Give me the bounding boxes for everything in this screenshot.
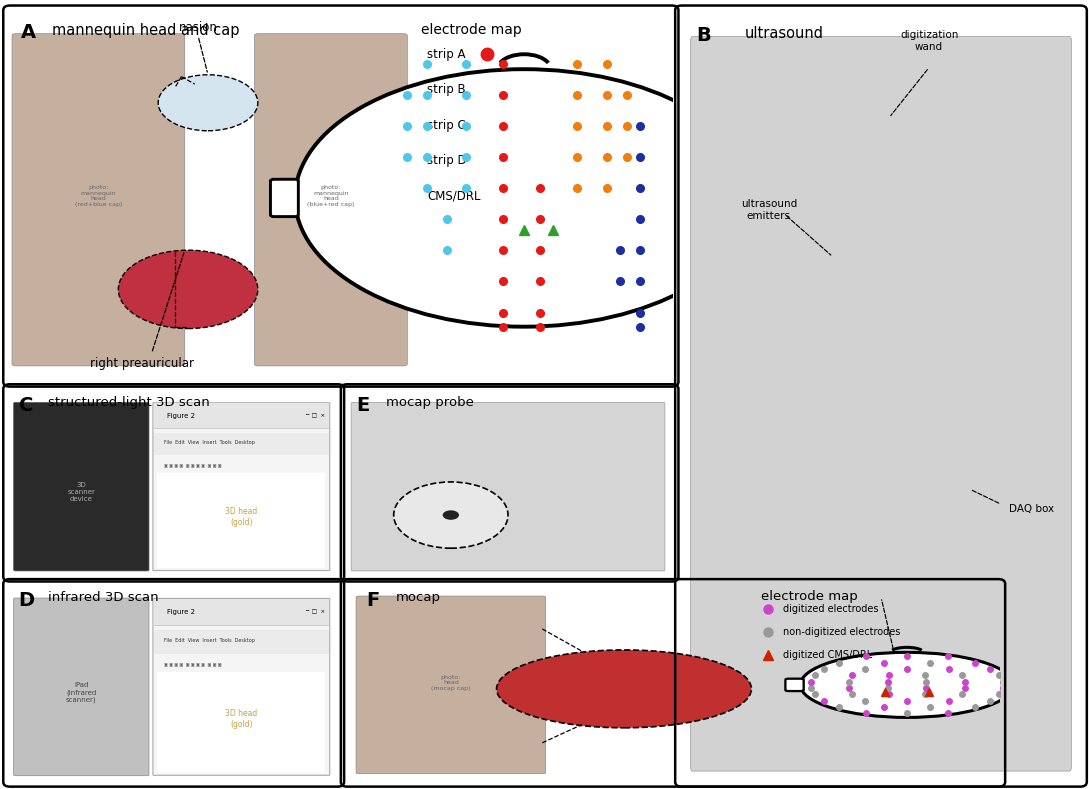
Text: non-digitized electrodes: non-digitized electrodes [783, 627, 901, 637]
Text: File  Edit  View  Insert  Tools  Desktop: File Edit View Insert Tools Desktop [163, 638, 255, 643]
Text: receiver module: receiver module [858, 697, 943, 708]
Text: photo:
mannequin
head
(red+blue cap): photo: mannequin head (red+blue cap) [75, 185, 122, 208]
Text: ▣ ▣ ▣ ▣  ▣ ▣ ▣ ▣  ▣ ▣ ▣: ▣ ▣ ▣ ▣ ▣ ▣ ▣ ▣ ▣ ▣ ▣ [163, 664, 221, 667]
Text: infrared 3D scan: infrared 3D scan [48, 591, 159, 604]
Text: ─  □  ×: ─ □ × [305, 413, 326, 418]
FancyBboxPatch shape [14, 598, 149, 776]
Text: Figure 2: Figure 2 [167, 413, 195, 419]
Text: electrode map: electrode map [420, 23, 522, 36]
FancyBboxPatch shape [14, 402, 149, 571]
Text: right preauricular: right preauricular [89, 357, 194, 369]
Text: mannequin head and cap: mannequin head and cap [52, 23, 240, 38]
Text: F: F [366, 591, 379, 610]
Bar [154, 403, 329, 428]
Text: digitization
wand: digitization wand [900, 31, 958, 52]
FancyBboxPatch shape [270, 179, 298, 217]
Text: strip C: strip C [427, 118, 466, 132]
Text: mocap: mocap [395, 591, 440, 604]
Text: strip B: strip B [427, 83, 466, 96]
FancyBboxPatch shape [152, 598, 330, 776]
Bar [154, 599, 329, 625]
Text: CMS/DRL: CMS/DRL [427, 189, 480, 203]
FancyBboxPatch shape [351, 402, 664, 571]
Text: File  Edit  View  Insert  Tools  Desktop: File Edit View Insert Tools Desktop [163, 440, 255, 445]
Text: Figure 2: Figure 2 [167, 609, 195, 615]
Circle shape [442, 510, 460, 520]
FancyBboxPatch shape [12, 34, 185, 366]
Text: strip A: strip A [427, 48, 466, 61]
Text: photo:
mannequin
head
(blue+red cap): photo: mannequin head (blue+red cap) [307, 185, 355, 208]
Text: digitized CMS/DRL: digitized CMS/DRL [783, 650, 872, 660]
FancyBboxPatch shape [785, 679, 804, 691]
Text: strip D: strip D [427, 154, 467, 167]
Text: structured-light 3D scan: structured-light 3D scan [48, 396, 210, 409]
FancyBboxPatch shape [356, 596, 546, 774]
Text: digitized electrodes: digitized electrodes [783, 604, 878, 614]
Circle shape [295, 69, 754, 327]
Bar [154, 433, 329, 455]
FancyBboxPatch shape [750, 179, 778, 217]
Text: D: D [19, 591, 35, 610]
FancyBboxPatch shape [255, 34, 407, 366]
Text: photo:
head
(mocap cap): photo: head (mocap cap) [431, 675, 470, 691]
Text: ultrasound
emitters: ultrasound emitters [741, 199, 797, 220]
Circle shape [497, 650, 751, 727]
Bar [157, 672, 326, 772]
Bar [157, 473, 326, 568]
Text: 3D head
(gold): 3D head (gold) [225, 507, 257, 526]
Circle shape [394, 482, 509, 548]
Text: ─  □  ×: ─ □ × [305, 610, 326, 615]
Circle shape [800, 653, 1014, 717]
Circle shape [119, 250, 258, 328]
Text: iPad
(infrared
scanner): iPad (infrared scanner) [66, 682, 97, 703]
Circle shape [158, 75, 258, 131]
Text: B: B [697, 27, 711, 46]
Text: 3D
scanner
device: 3D scanner device [68, 482, 95, 503]
Text: nasion: nasion [179, 21, 218, 34]
FancyBboxPatch shape [1011, 679, 1028, 691]
Text: ultrasound: ultrasound [745, 27, 823, 42]
Text: 3D head
(gold): 3D head (gold) [225, 709, 257, 728]
Text: photo:
electrode
close-up: photo: electrode close-up [609, 681, 639, 697]
FancyBboxPatch shape [690, 36, 1072, 771]
Bar [154, 630, 329, 653]
Text: DAQ box: DAQ box [1010, 504, 1054, 514]
FancyBboxPatch shape [152, 402, 330, 570]
Text: mocap probe: mocap probe [386, 396, 474, 409]
Text: electrode map: electrode map [761, 590, 858, 603]
Text: E: E [356, 396, 369, 415]
Text: ▣ ▣ ▣ ▣  ▣ ▣ ▣ ▣  ▣ ▣ ▣: ▣ ▣ ▣ ▣ ▣ ▣ ▣ ▣ ▣ ▣ ▣ [163, 464, 221, 468]
Text: C: C [19, 396, 33, 415]
Text: A: A [21, 23, 36, 42]
